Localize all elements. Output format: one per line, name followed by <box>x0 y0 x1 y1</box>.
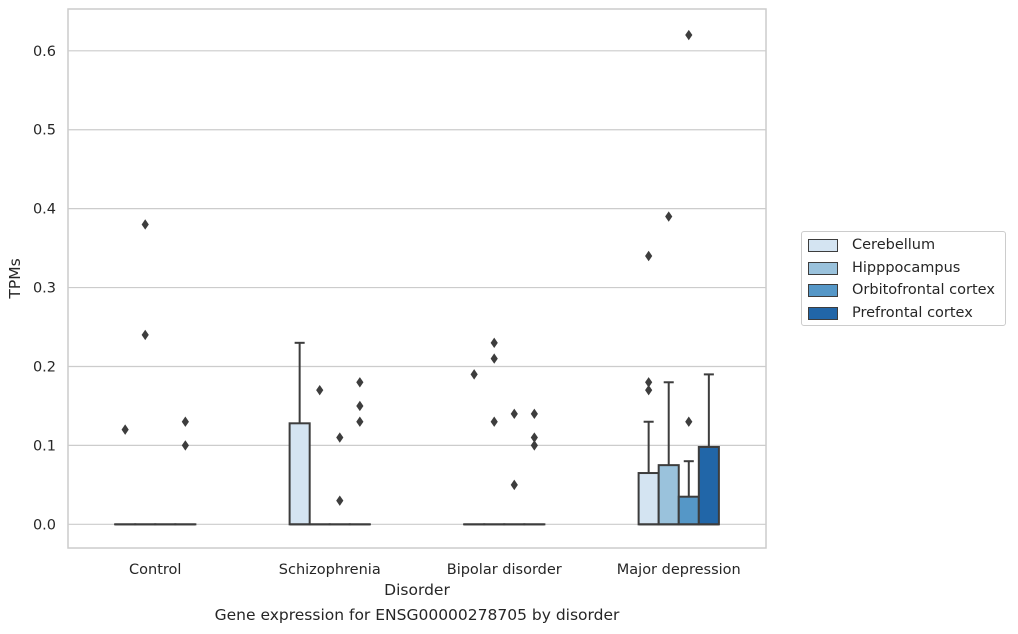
chart-caption: Gene expression for ENSG00000278705 by d… <box>214 606 620 624</box>
x-tick-label: Major depression <box>617 562 741 578</box>
y-tick-label: 0.2 <box>33 359 56 375</box>
series-prefrontal-cortex <box>174 373 720 526</box>
series-orbitofrontal-cortex <box>154 29 700 526</box>
box <box>677 495 700 526</box>
outlier-point <box>645 384 653 396</box>
box <box>657 464 680 526</box>
outlier-point <box>510 479 518 491</box>
legend-item-cerebellum: Cerebellum <box>808 235 935 255</box>
outlier-point <box>356 416 364 427</box>
outlier-point <box>181 440 189 451</box>
outlier-point <box>141 329 149 341</box>
outlier-point <box>316 384 324 396</box>
outlier-point <box>645 250 653 262</box>
legend-swatch-cerebellum <box>808 238 838 252</box>
box <box>288 422 311 526</box>
y-tick-label: 0.3 <box>33 281 56 297</box>
outlier-point <box>356 400 364 412</box>
box <box>637 472 660 526</box>
outlier-point <box>121 424 129 435</box>
outlier-point <box>685 416 693 427</box>
outlier-point <box>181 416 189 427</box>
outlier-point <box>470 369 478 380</box>
box <box>697 445 720 526</box>
legend: Cerebellum Hipppocampus Orbitofrontal co… <box>801 231 1006 326</box>
outlier-point <box>510 408 518 420</box>
outlier-point <box>685 29 693 41</box>
y-axis-label: TPMs <box>6 258 24 299</box>
outlier-point <box>490 416 498 427</box>
plot-area-frame <box>67 8 767 549</box>
outlier-point <box>141 219 149 230</box>
outlier-point <box>336 495 344 506</box>
y-tick-label: 0.0 <box>33 517 56 533</box>
legend-label: Prefrontal cortex <box>852 305 973 321</box>
x-axis-label: Disorder <box>384 581 450 599</box>
legend-label: Hipppocampus <box>852 260 961 276</box>
legend-label: Cerebellum <box>852 237 936 253</box>
x-tick-label: Control <box>129 562 181 578</box>
outlier-point <box>530 432 538 443</box>
outlier-point <box>336 432 344 443</box>
outlier-point <box>645 377 653 388</box>
x-tick-label: Bipolar disorder <box>447 562 562 578</box>
y-tick-labels: 0.0 0.1 0.2 0.3 0.4 0.5 0.6 <box>33 44 56 533</box>
legend-swatch-hippocampus <box>808 261 838 275</box>
legend-item-orbitofrontal-cortex: Orbitofrontal cortex <box>808 280 995 300</box>
y-tick-label: 0.4 <box>33 202 56 218</box>
y-tick-label: 0.1 <box>33 438 56 454</box>
legend-label: Orbitofrontal cortex <box>852 282 995 298</box>
series-cerebellum <box>114 250 660 526</box>
outlier-point <box>490 337 498 349</box>
y-tick-label: 0.6 <box>33 44 56 60</box>
legend-swatch-prefrontal-cortex <box>808 306 838 320</box>
outlier-point <box>530 440 538 451</box>
grid-lines <box>68 50 766 525</box>
box-series <box>114 29 720 526</box>
series-hipppocampus <box>134 211 680 526</box>
legend-swatch-orbitofrontal-cortex <box>808 283 838 297</box>
outlier-point <box>490 353 498 364</box>
legend-item-prefrontal-cortex: Prefrontal cortex <box>808 303 973 323</box>
x-tick-label: Schizophrenia <box>279 562 381 578</box>
outlier-point <box>665 211 673 222</box>
legend-item-hippocampus: Hipppocampus <box>808 258 960 278</box>
outlier-point <box>530 408 538 420</box>
outlier-point <box>356 377 364 388</box>
y-tick-label: 0.5 <box>33 123 56 139</box>
x-tick-labels: Control Schizophrenia Bipolar disorder Majo… <box>129 562 741 578</box>
